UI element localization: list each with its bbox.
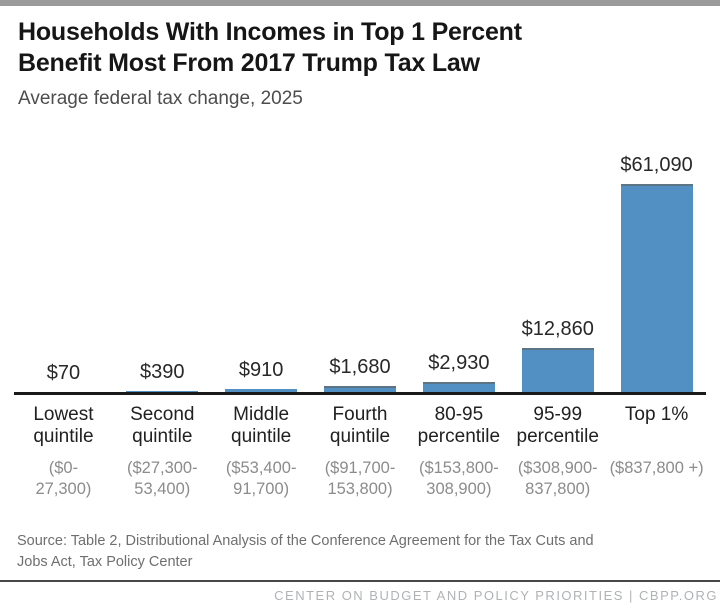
bar-column-fourth-quintile: $1,680 <box>311 140 410 392</box>
bar-column-80-95-percentile: $2,930 <box>409 140 508 392</box>
bar-chart: $70 $390 $910 $1,680 $2,930 $12,860 $61,090 Lo… <box>14 140 706 500</box>
bar-column-middle-quintile: $910 <box>212 140 311 392</box>
bar-value-label-lowest-quintile: $70 <box>46 362 81 384</box>
chart-subtitle: Average federal tax change, 2025 <box>18 88 303 109</box>
bar-column-95-99-percentile: $12,860 <box>508 140 607 392</box>
bar-top-1 <box>620 184 693 392</box>
x-label-column-second-quintile: Second quintile ($27,300- 53,400) <box>113 395 212 500</box>
income-range-label-top-1: ($837,800 +) <box>609 459 704 477</box>
x-label-column-95-99-percentile: 95-99 percentile ($308,900- 837,800) <box>508 395 607 500</box>
bar-value-label-top-1: $61,090 <box>620 154 693 176</box>
bar-value-label-second-quintile: $390 <box>140 361 185 383</box>
plot-area: $70 $390 $910 $1,680 $2,930 $12,860 $61,090 <box>14 140 706 395</box>
source-note: Source: Table 2, Distributional Analysis… <box>17 531 594 573</box>
bar-80-95-percentile <box>422 382 495 392</box>
top-gray-strip <box>0 0 720 6</box>
category-label-middle-quintile: Middle quintile <box>231 404 292 447</box>
x-label-column-top-1: Top 1% ($837,800 +) <box>607 395 706 500</box>
bar-column-second-quintile: $390 <box>113 140 212 392</box>
page-title-line1: Households With Incomes in Top 1 Percent <box>18 18 522 46</box>
bar-middle-quintile <box>225 389 298 392</box>
category-label-second-quintile: Second quintile <box>130 404 195 447</box>
source-note-line1: Source: Table 2, Distributional Analysis… <box>17 533 594 549</box>
source-note-line2: Jobs Act, Tax Policy Center <box>17 554 193 570</box>
income-range-label-fourth-quintile: ($91,700- 153,800) <box>324 459 396 498</box>
x-label-column-fourth-quintile: Fourth quintile ($91,700- 153,800) <box>311 395 410 500</box>
category-label-95-99-percentile: 95-99 percentile <box>516 404 599 447</box>
x-label-column-lowest-quintile: Lowest quintile ($0- 27,300) <box>14 395 113 500</box>
bar-column-top-1: $61,090 <box>607 140 706 392</box>
income-range-label-second-quintile: ($27,300- 53,400) <box>126 459 198 498</box>
x-axis-labels: Lowest quintile ($0- 27,300) Second quintile (… <box>14 395 706 500</box>
org-footer-text: CENTER ON BUDGET AND POLICY PRIORITIES |… <box>274 588 718 603</box>
bar-value-label-middle-quintile: $910 <box>238 359 284 381</box>
category-label-80-95-percentile: 80-95 percentile <box>417 404 501 447</box>
page-title: Households With Incomes in Top 1 Percent… <box>18 17 708 79</box>
footer-divider <box>0 580 720 582</box>
bar-value-label-fourth-quintile: $1,680 <box>329 356 391 378</box>
bar-value-label-80-95-percentile: $2,930 <box>428 352 490 374</box>
income-range-label-middle-quintile: ($53,400- 91,700) <box>225 459 297 498</box>
category-label-top-1: Top 1% <box>624 404 689 425</box>
category-label-fourth-quintile: Fourth quintile <box>329 404 391 447</box>
bar-column-lowest-quintile: $70 <box>14 140 113 392</box>
bar-second-quintile <box>126 391 199 392</box>
bar-fourth-quintile <box>324 386 396 392</box>
income-range-label-80-95-percentile: ($153,800- 308,900) <box>418 459 499 498</box>
income-range-label-lowest-quintile: ($0- 27,300) <box>35 459 92 498</box>
x-label-column-middle-quintile: Middle quintile ($53,400- 91,700) <box>212 395 311 500</box>
bar-value-label-95-99-percentile: $12,860 <box>521 318 594 340</box>
bar-95-99-percentile <box>521 348 594 392</box>
category-label-lowest-quintile: Lowest quintile <box>33 404 94 447</box>
x-label-column-80-95-percentile: 80-95 percentile ($153,800- 308,900) <box>409 395 508 500</box>
income-range-label-95-99-percentile: ($308,900- 837,800) <box>517 459 598 498</box>
page-title-line2: Benefit Most From 2017 Trump Tax Law <box>18 49 480 77</box>
